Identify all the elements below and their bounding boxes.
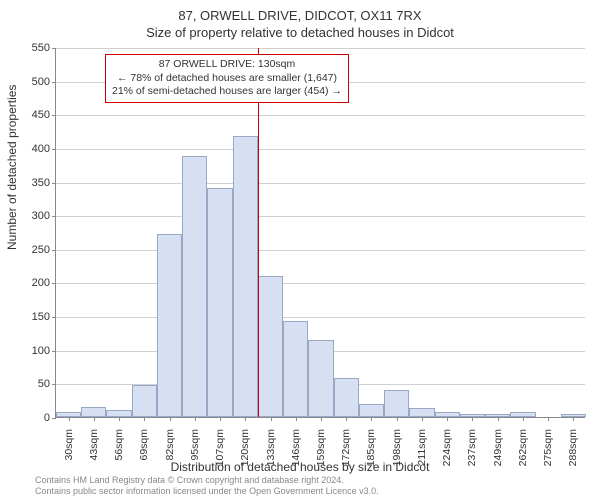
y-tick-mark [52, 418, 56, 419]
gridline [56, 115, 585, 116]
histogram-bar [258, 276, 283, 417]
x-tick-label: 56sqm [113, 423, 125, 461]
histogram-bar [132, 385, 157, 417]
x-tick-mark [548, 417, 549, 421]
gridline [56, 216, 585, 217]
x-tick-mark [144, 417, 145, 421]
histogram-bar [334, 378, 359, 417]
x-tick-mark [220, 417, 221, 421]
x-tick-mark [69, 417, 70, 421]
y-tick-mark [52, 82, 56, 83]
x-tick-mark [472, 417, 473, 421]
reference-line [258, 48, 259, 417]
histogram-bar [308, 340, 333, 417]
x-tick-label: 43sqm [88, 423, 100, 461]
x-tick-mark [523, 417, 524, 421]
annotation-line1: 87 ORWELL DRIVE: 130sqm [112, 58, 342, 72]
annotation-box: 87 ORWELL DRIVE: 130sqm ← 78% of detache… [105, 54, 349, 103]
x-tick-mark [397, 417, 398, 421]
x-tick-mark [271, 417, 272, 421]
x-tick-label: 69sqm [138, 423, 150, 461]
x-tick-mark [422, 417, 423, 421]
histogram-bar [384, 390, 409, 417]
y-tick-mark [52, 115, 56, 116]
title-sub: Size of property relative to detached ho… [0, 23, 600, 40]
x-tick-mark [296, 417, 297, 421]
histogram-bar [182, 156, 207, 417]
y-tick-mark [52, 48, 56, 49]
gridline [56, 283, 585, 284]
x-tick-mark [94, 417, 95, 421]
x-tick-mark [119, 417, 120, 421]
gridline [56, 317, 585, 318]
y-tick-mark [52, 250, 56, 251]
x-tick-mark [346, 417, 347, 421]
x-tick-mark [447, 417, 448, 421]
y-tick-mark [52, 351, 56, 352]
x-tick-mark [170, 417, 171, 421]
y-axis-label: Number of detached properties [5, 85, 19, 250]
histogram-bar [157, 234, 182, 417]
footer-attribution: Contains HM Land Registry data © Crown c… [35, 475, 379, 497]
x-tick-label: 82sqm [164, 423, 176, 461]
chart-area: 05010015020025030035040045050055030sqm43… [55, 48, 585, 418]
footer-line2: Contains public sector information licen… [35, 486, 379, 497]
y-tick-mark [52, 183, 56, 184]
gridline [56, 48, 585, 49]
y-tick-mark [52, 149, 56, 150]
gridline [56, 149, 585, 150]
x-tick-mark [195, 417, 196, 421]
annotation-line3: 21% of semi-detached houses are larger (… [112, 85, 342, 99]
x-tick-mark [498, 417, 499, 421]
histogram-bar [233, 136, 258, 417]
plot-area: 05010015020025030035040045050055030sqm43… [55, 48, 585, 418]
histogram-bar [106, 410, 131, 417]
x-tick-mark [371, 417, 372, 421]
histogram-bar [283, 321, 308, 417]
y-tick-mark [52, 384, 56, 385]
x-tick-label: 30sqm [63, 423, 75, 461]
x-tick-mark [321, 417, 322, 421]
x-tick-label: 95sqm [189, 423, 201, 461]
gridline [56, 250, 585, 251]
title-main: 87, ORWELL DRIVE, DIDCOT, OX11 7RX [0, 0, 600, 23]
histogram-bar [81, 407, 106, 417]
x-axis-label: Distribution of detached houses by size … [0, 460, 600, 474]
footer-line1: Contains HM Land Registry data © Crown c… [35, 475, 379, 486]
x-tick-mark [245, 417, 246, 421]
y-tick-mark [52, 317, 56, 318]
annotation-line2: ← 78% of detached houses are smaller (1,… [112, 72, 342, 86]
x-tick-mark [573, 417, 574, 421]
y-tick-mark [52, 283, 56, 284]
y-tick-mark [52, 216, 56, 217]
histogram-bar [409, 408, 434, 417]
histogram-bar [207, 188, 232, 417]
gridline [56, 183, 585, 184]
histogram-bar [359, 404, 384, 417]
